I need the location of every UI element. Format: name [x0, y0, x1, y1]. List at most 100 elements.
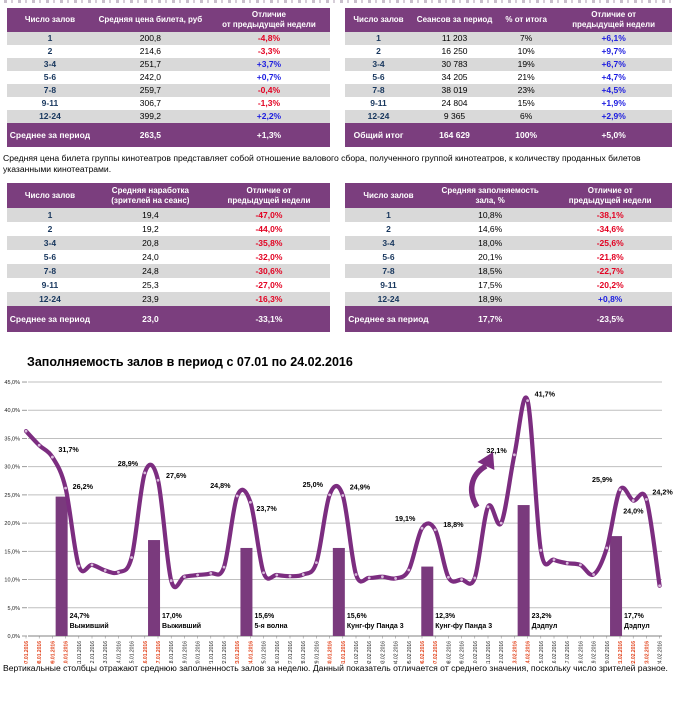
x-tick-label: 16.01.2016 [143, 641, 149, 664]
cell: -47,0% [207, 208, 330, 222]
bar-value-label: 12,3% [435, 613, 456, 620]
bar-movie-label: Кунг-фу Панда 3 [347, 623, 404, 630]
ticket-price-note: Средняя цена билета группы кинотеатров п… [3, 153, 641, 174]
cell: 30 783 [412, 58, 498, 71]
x-tick-label: 07.01.2016 [24, 641, 30, 664]
column-header: Отличие от предыдущей недели [207, 8, 330, 32]
x-tick-label: 10.01.2016 [64, 641, 70, 664]
cell: 10,8% [431, 208, 549, 222]
cell: 24,0 [142, 251, 159, 262]
bar-value-label: 17,0% [162, 613, 183, 620]
sessions-table: Число залов Сеансов за период% от итога От… [345, 8, 672, 147]
cell: -0,4% [207, 84, 330, 97]
x-tick-label: 22.02.2016 [631, 641, 637, 664]
cell: 18,9% [431, 292, 549, 306]
cell: -38,1% [548, 208, 672, 222]
cell: 20,1% [478, 251, 503, 262]
point-label: 27,6% [166, 471, 187, 480]
cell: 3-4 [7, 58, 93, 71]
point-label: 25,0% [303, 480, 324, 489]
arrow-annotation [468, 452, 495, 509]
x-tick-label: 11.02.2016 [486, 641, 492, 664]
x-tick-label: 10.02.2016 [473, 641, 479, 664]
cell: 20,8 [92, 236, 208, 250]
point-label: 26,2% [73, 482, 94, 491]
cell: Среднее за период [7, 306, 93, 332]
x-tick-label: 14.02.2016 [526, 641, 532, 664]
svg-text:0,0%: 0,0% [7, 634, 20, 640]
cell: +4,7% [601, 72, 626, 83]
x-tick-label: 21.02.2016 [618, 641, 624, 664]
occupancy-table: Число залов Средняя заполняемость зала, %… [345, 183, 672, 332]
cell: +6,7% [555, 58, 672, 71]
svg-text:20,0%: 20,0% [4, 521, 20, 527]
x-tick-label: 13.01.2016 [103, 641, 109, 664]
bar-movie-label: Выживший [162, 622, 201, 630]
cell: +1,9% [601, 98, 626, 109]
x-tick-label: 13.02.2016 [512, 641, 518, 664]
column-header: % от итога [497, 8, 556, 32]
chart-title: Заполняемость залов в период с 07.01 по … [27, 355, 353, 369]
cell: 1 [7, 208, 93, 222]
cell: Общий итог [345, 123, 413, 147]
x-tick-label: 03.02.2016 [380, 641, 386, 664]
x-tick-label: 06.02.2016 [420, 641, 426, 664]
x-tick-label: 09.01.2016 [50, 641, 56, 664]
cell: Среднее за период [7, 123, 93, 147]
point-label: 19,1% [395, 514, 416, 523]
svg-text:35,0%: 35,0% [4, 436, 20, 442]
cell: 19% [497, 58, 556, 71]
x-tick-label: 18.02.2016 [578, 641, 584, 664]
cell: 7-8 [7, 84, 93, 97]
x-tick-label: 16.02.2016 [552, 641, 558, 664]
cell: 24 804 [441, 98, 468, 109]
svg-text:45,0%: 45,0% [4, 380, 20, 386]
cell: 9-11 [41, 98, 59, 109]
cell: 2 [47, 46, 53, 57]
cell: 2 [376, 46, 381, 57]
cell: -3,3% [257, 46, 281, 57]
column-header: Число залов [7, 8, 93, 32]
cell: 23,9 [92, 292, 208, 306]
cell: 306,7 [139, 98, 162, 109]
cell: 18,5% [431, 264, 549, 278]
svg-text:5,0%: 5,0% [7, 606, 20, 612]
x-tick-label: 08.02.2016 [446, 641, 452, 664]
cell: 11 203 [412, 32, 498, 45]
svg-text:10,0%: 10,0% [4, 578, 20, 584]
point-label: 41,7% [535, 390, 556, 399]
point-label: 32,1% [486, 446, 507, 455]
column-header: Отличие от предыдущей недели [555, 8, 672, 32]
cell: -22,7% [548, 264, 672, 278]
cell: 9 365 [412, 110, 498, 123]
cell: -25,6% [548, 236, 672, 250]
cell: +9,7% [601, 46, 626, 57]
cell: -34,6% [596, 223, 624, 234]
cell: 6% [497, 110, 556, 123]
bar-movie-label: Дэдпул [624, 623, 650, 630]
x-tick-label: 04.02.2016 [394, 641, 400, 664]
cell: 5-6 [382, 251, 395, 262]
cell: 164 629 [412, 123, 498, 147]
column-header: Отличие от предыдущей недели [207, 183, 330, 208]
bar-value-label: 23,2% [532, 613, 553, 620]
column-header: Средняя цена билета, руб [92, 8, 208, 32]
cell: -27,0% [255, 279, 283, 290]
cell: 19,4 [92, 208, 208, 222]
weekly-average-bar [240, 547, 253, 636]
x-tick-label: 29.01.2016 [314, 641, 320, 664]
bar-movie-label: Выживший [70, 622, 109, 630]
cell: +0,7% [256, 72, 282, 83]
cell: 24,8 [92, 264, 208, 278]
cell: -33,1% [207, 306, 330, 332]
cell: 1 [345, 32, 413, 45]
cell: 12-24 [345, 292, 432, 306]
cell: -1,3% [257, 98, 281, 109]
weekly-average-bar [55, 496, 68, 636]
weekly-average-bar [332, 547, 345, 636]
cell: +6,1% [555, 32, 672, 45]
bar-movie-label: 5-я волна [254, 623, 287, 630]
svg-text:30,0%: 30,0% [4, 465, 20, 471]
cell: 7-8 [7, 264, 93, 278]
cell: 3-4 [7, 236, 93, 250]
